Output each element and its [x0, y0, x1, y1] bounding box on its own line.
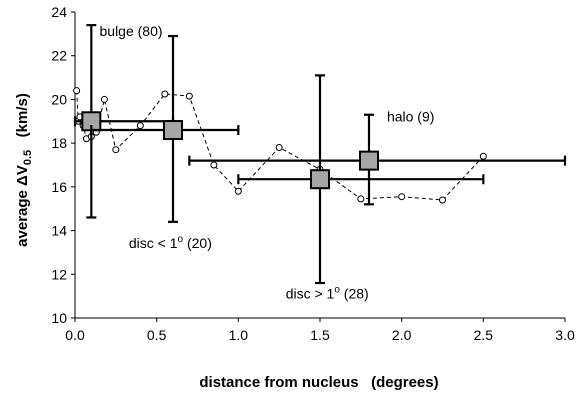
open-circle-point [185, 92, 193, 100]
annotation-count: (28) [340, 285, 369, 301]
x-tick-label: 2.5 [474, 327, 494, 343]
x-tick-label: 1.0 [229, 327, 249, 343]
annotation-superscript: o [178, 234, 184, 245]
dashed-line-series [73, 87, 487, 204]
open-circle-point [112, 146, 120, 154]
annotation-count: (20) [183, 235, 212, 251]
y-axis-label: average ΔV0.5 (km/s) [14, 93, 34, 247]
open-circle-point [136, 122, 144, 130]
x-tick-label: 0.5 [147, 327, 167, 343]
annotation-text: disc > 1 [286, 285, 335, 301]
open-circle-point [100, 95, 108, 103]
y-axis-label-delta: Δ [14, 175, 31, 186]
open-circle-point [73, 87, 81, 95]
annotation-label: disc > 1o (28) [286, 284, 369, 301]
open-circle-point [234, 187, 242, 195]
open-circle-point [479, 152, 487, 160]
grey-square-marker [310, 169, 330, 190]
y-tick-label: 20 [51, 91, 67, 107]
x-axis-label: distance from nucleus (degrees) [199, 374, 438, 391]
x-tick-labels: 0.0 0.5 1.0 1.5 2.0 2.5 3.0 [65, 327, 575, 343]
y-tick-label: 14 [51, 223, 67, 239]
axes [71, 11, 566, 322]
y-axis-label-units: (km/s) [14, 93, 31, 150]
open-circle-point [161, 90, 169, 98]
x-tick-label: 0.0 [65, 327, 85, 343]
y-tick-label: 10 [51, 310, 67, 326]
x-tick-label: 2.0 [392, 327, 412, 343]
grey-square-marker [359, 150, 379, 171]
annotations: bulge (80)halo (9)disc < 1o (20)disc > 1… [100, 23, 435, 301]
error-bar-series [73, 24, 567, 285]
open-circle-point [439, 196, 446, 204]
annotation-superscript: o [334, 284, 340, 295]
y-axis-label-subscript: 0.5 [22, 150, 34, 165]
x-tick-label: 3.0 [555, 327, 575, 343]
y-axis-label-main: average [14, 186, 31, 247]
open-circle-point [398, 193, 406, 201]
open-circle-point [357, 195, 365, 203]
grey-square-marker [163, 120, 183, 141]
annotation-text: disc < 1 [129, 235, 178, 251]
open-circle-point [210, 161, 218, 169]
y-axis-label-v: V [14, 165, 31, 175]
open-circle-point [275, 144, 283, 152]
y-tick-label: 18 [51, 135, 67, 151]
annotation-label: bulge (80) [100, 23, 163, 39]
annotation-label: disc < 1o (20) [129, 234, 212, 251]
y-tick-label: 24 [51, 4, 67, 20]
y-tick-label: 12 [51, 266, 67, 282]
dashed-series-line [76, 90, 484, 201]
x-tick-label: 1.5 [310, 327, 330, 343]
y-tick-label: 16 [51, 179, 67, 195]
annotation-label: halo (9) [387, 108, 434, 124]
y-tick-label: 22 [51, 48, 67, 64]
y-tick-labels: 10 12 14 16 18 20 22 24 [51, 4, 67, 326]
